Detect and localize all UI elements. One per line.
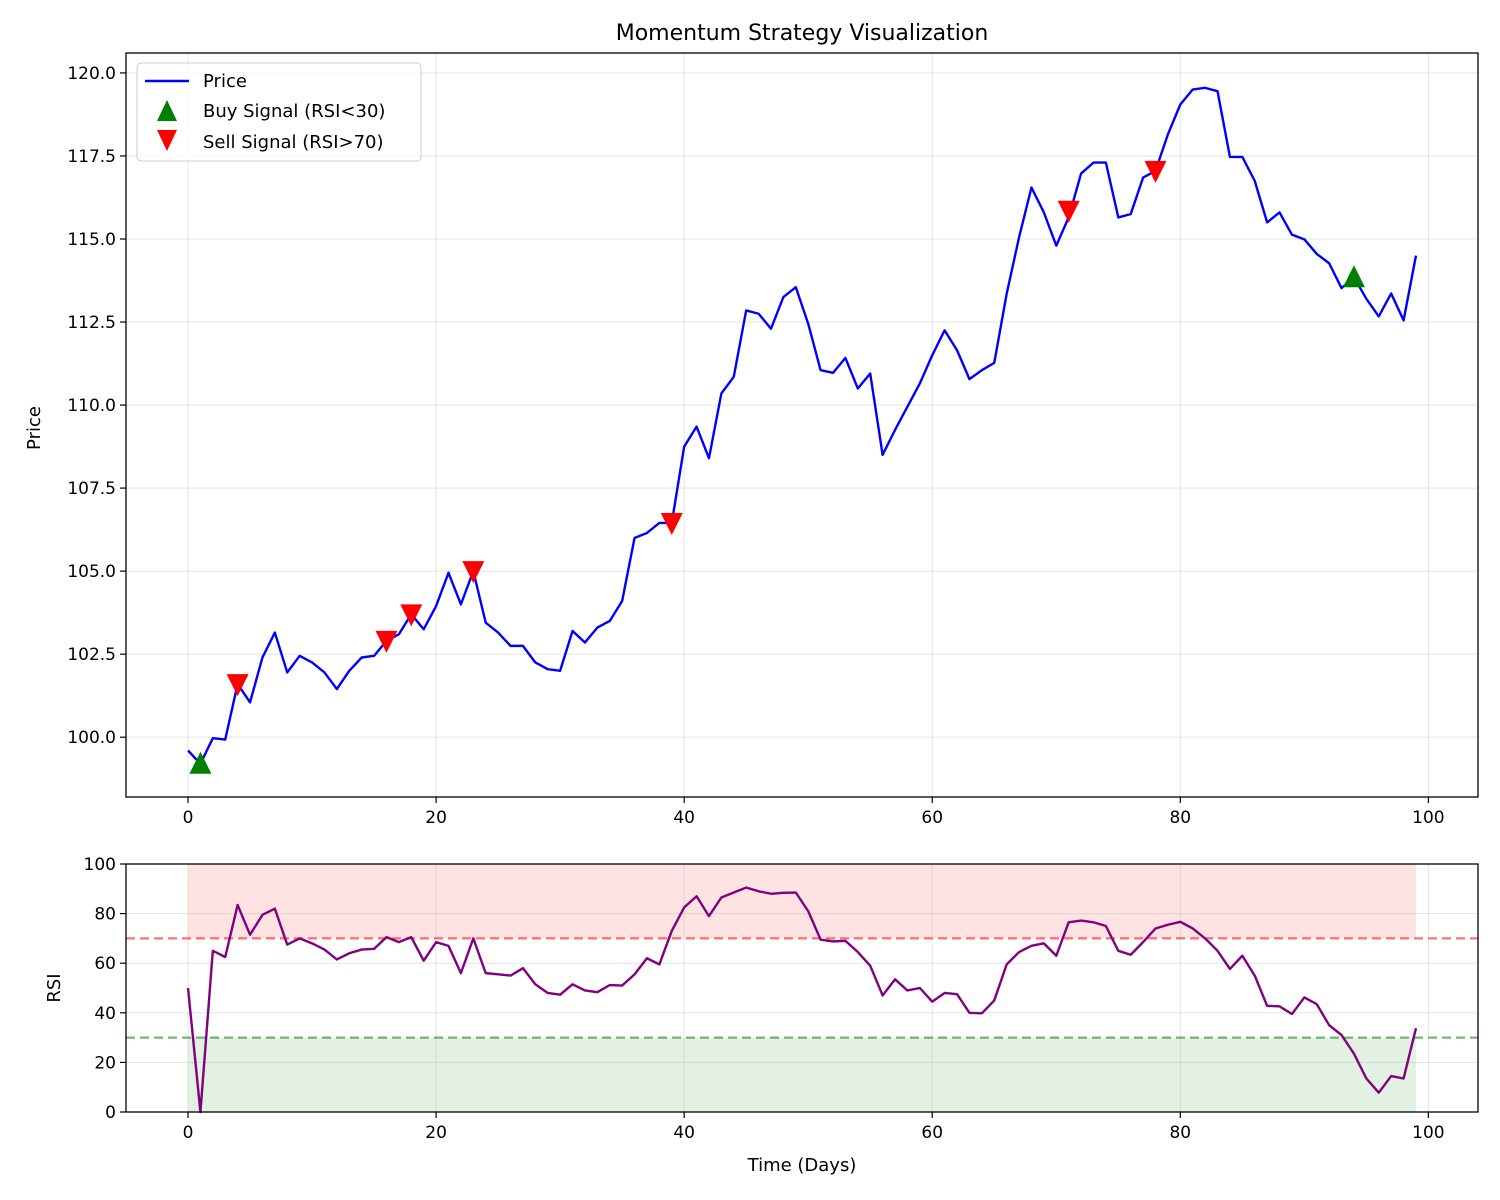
legend: Price Buy Signal (RSI<30) Sell Signal (R… [136,62,422,162]
price-y-tick-label: 120.0 [67,64,116,84]
price-y-tick-label: 100.0 [67,728,116,748]
rsi-x-tick-label: 80 [1169,1123,1191,1143]
price-panel: 0 20 40 60 80 100 100.0 102.5 105.0 107.5 110.0 11… [24,21,1479,828]
price-y-tick-label: 112.5 [67,313,116,333]
price-plot-area [187,86,1418,774]
rsi-x-tick-label: 40 [673,1123,695,1143]
price-axes-frame [125,52,1479,798]
legend-price-label: Price [203,71,247,92]
price-y-tick-label: 117.5 [67,147,116,167]
sell-signal-marker [1057,200,1080,223]
legend-buy-triangle-icon [157,100,177,121]
rsi-x-ticks: 0 20 40 60 80 100 [183,1112,1445,1143]
price-y-ticks: 100.0 102.5 105.0 107.5 110.0 112.5 115.0 117.5… [67,64,126,748]
price-x-tick-label: 80 [1169,808,1191,828]
rsi-y-tick-label: 20 [94,1053,116,1073]
chart-title: Momentum Strategy Visualization [616,21,989,46]
rsi-y-tick-label: 60 [94,954,116,974]
sell-signal-marker [400,604,423,627]
rsi-y-tick-label: 80 [94,905,116,925]
buy-signal-marker [1342,265,1365,288]
rsi-y-tick-label: 0 [105,1103,116,1123]
price-grid [126,53,1478,797]
buy-signal-marker [189,751,212,774]
rsi-y-axis-label: RSI [44,973,65,1002]
price-x-tick-label: 20 [425,808,447,828]
price-y-tick-label: 107.5 [67,479,116,499]
rsi-panel: 0 20 40 60 80 100 0 20 40 60 80 100 Time (Days) RS… [44,855,1479,1176]
rsi-x-axis-label: Time (Days) [747,1155,857,1176]
sell-signal-marker [462,561,485,584]
rsi-y-tick-label: 100 [84,855,116,875]
price-x-tick-label: 40 [673,808,695,828]
rsi-y-tick-label: 40 [94,1004,116,1024]
rsi-x-tick-label: 20 [425,1123,447,1143]
oversold-zone [188,1037,1416,1112]
price-x-tick-label: 0 [183,808,194,828]
rsi-plot-area [126,886,1478,1114]
rsi-axes-frame [125,863,1479,1113]
rsi-line [186,886,1418,1114]
price-y-tick-label: 102.5 [67,645,116,665]
price-y-axis-label: Price [24,406,45,450]
rsi-x-tick-label: 100 [1412,1123,1444,1143]
rsi-x-tick-label: 0 [183,1123,194,1143]
legend-sell-triangle-icon [157,130,177,151]
sell-signal-marker [660,512,683,535]
sell-signal-marker [226,674,249,697]
price-y-tick-label: 110.0 [67,396,116,416]
rsi-x-tick-label: 60 [921,1123,943,1143]
legend-box [136,62,422,162]
price-x-tick-label: 60 [921,808,943,828]
price-x-ticks: 0 20 40 60 80 100 [183,797,1445,828]
price-x-tick-label: 100 [1412,808,1444,828]
price-y-tick-label: 115.0 [67,230,116,250]
rsi-y-ticks: 0 20 40 60 80 100 [84,855,126,1123]
legend-buy-label: Buy Signal (RSI<30) [203,101,385,122]
price-y-tick-label: 105.0 [67,562,116,582]
legend-sell-label: Sell Signal (RSI>70) [203,132,384,153]
sell-signal-marker [375,630,398,653]
sell-signal-marker [1144,160,1167,183]
